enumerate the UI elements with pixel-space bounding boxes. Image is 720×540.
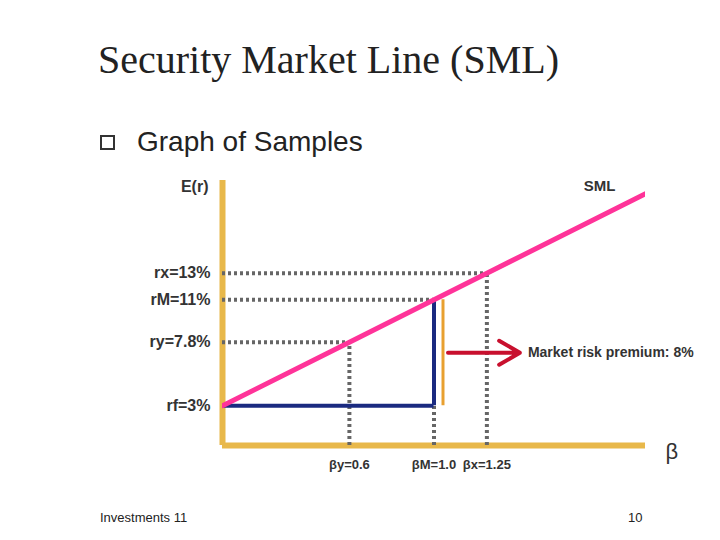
svg-text:βM=1.0: βM=1.0 [412, 457, 456, 472]
html-text:10: 10 [628, 510, 643, 525]
svg-text:SML: SML [584, 177, 616, 194]
html-text:Security Market Line (SML): Security Market Line (SML) [98, 37, 559, 82]
html-text:Investments 11: Investments 11 [100, 510, 188, 525]
svg-text:rM=11%: rM=11% [150, 291, 210, 308]
svg-text:βx=1.25: βx=1.25 [463, 457, 511, 472]
svg-text:rf=3%: rf=3% [166, 397, 210, 414]
svg-text:E(r): E(r) [181, 178, 209, 195]
svg-text:β: β [666, 439, 679, 464]
svg-text:ry=7.8%: ry=7.8% [150, 333, 211, 350]
svg-text:βy=0.6: βy=0.6 [329, 457, 370, 472]
html-text:Graph of Samples: Graph of Samples [137, 126, 363, 157]
svg-text:rx=13%: rx=13% [154, 264, 211, 281]
svg-text:Market risk premium: 8%: Market risk premium: 8% [528, 344, 694, 360]
